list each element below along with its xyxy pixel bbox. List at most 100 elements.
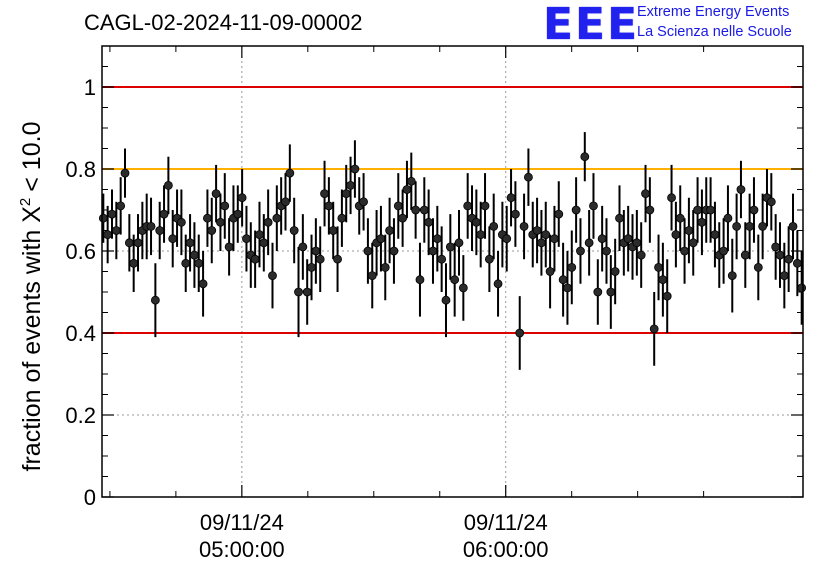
data-point (515, 328, 525, 338)
data-point (437, 254, 447, 264)
data-point (506, 193, 516, 203)
data-point (376, 234, 386, 244)
data-point (571, 205, 581, 215)
data-point (662, 291, 672, 301)
data-point (380, 262, 390, 272)
chart-title: CAGL-02-2024-11-09-00002 (84, 10, 363, 35)
data-point (740, 250, 750, 260)
data-point (554, 209, 564, 219)
data-point (367, 271, 377, 281)
data-point (792, 258, 802, 268)
data-point (567, 262, 577, 272)
data-point (727, 271, 737, 281)
data-point (190, 250, 199, 260)
data-point (415, 275, 425, 285)
data-point (103, 230, 113, 240)
data-point (606, 287, 616, 297)
data-point (107, 209, 117, 219)
data-point (333, 254, 342, 264)
data-point (98, 213, 108, 223)
data-point (129, 258, 139, 268)
data-point (667, 193, 676, 203)
data-point (211, 189, 221, 199)
data-point (185, 238, 195, 248)
data-point (458, 283, 468, 293)
data-point (120, 168, 130, 178)
data-point (307, 262, 316, 272)
data-point (393, 201, 403, 211)
data-point (242, 234, 251, 244)
x-tick-time-label: 05:00:00 (199, 537, 285, 562)
data-point (489, 221, 499, 231)
data-point (589, 201, 598, 211)
data-point (320, 189, 329, 199)
data-point (758, 221, 768, 231)
data-point (324, 201, 334, 211)
data-point (203, 213, 212, 223)
x-tick-time-label: 06:00:00 (463, 537, 549, 562)
data-point (428, 246, 438, 256)
data-point (268, 271, 277, 281)
data-point (272, 213, 282, 223)
x-tick-date-label: 09/11/24 (464, 510, 548, 535)
data-point (285, 168, 295, 178)
data-point (779, 271, 789, 281)
data-point (198, 279, 208, 289)
data-point (419, 205, 429, 215)
data-point (159, 209, 169, 219)
data-point (584, 238, 594, 248)
data-point (294, 287, 303, 297)
data-point (602, 246, 611, 256)
data-point (749, 205, 759, 215)
y-tick-label: 0.8 (65, 157, 96, 182)
data-point (406, 176, 416, 186)
data-point (255, 230, 264, 240)
y-tick-label: 0.2 (65, 403, 96, 428)
data-point (775, 250, 785, 260)
data-point (389, 246, 399, 256)
data-point (411, 205, 421, 215)
data-point (350, 164, 360, 174)
data-point (710, 230, 720, 240)
data-point (593, 287, 603, 297)
data-point (550, 234, 559, 244)
data-point (133, 238, 143, 248)
data-point (484, 254, 494, 264)
data-point (697, 217, 707, 227)
data-point (176, 217, 186, 227)
data-point (450, 275, 460, 285)
data-point (402, 185, 412, 194)
data-point (537, 238, 546, 248)
data-point (385, 226, 395, 235)
data-point (116, 201, 126, 211)
data-point (615, 213, 624, 223)
y-tick-label: 1 (84, 75, 96, 100)
data-point (311, 246, 321, 256)
y-axis-label: fraction of events with X2 < 10.0 (17, 122, 46, 472)
data-point (649, 324, 659, 334)
x-tick-date-label: 09/11/24 (200, 510, 284, 535)
data-point (510, 209, 520, 219)
data-point (797, 283, 807, 293)
data-point (224, 242, 234, 252)
data-point (732, 221, 742, 231)
data-point (563, 283, 572, 293)
data-point (610, 267, 620, 276)
grid-lines (102, 46, 803, 497)
data-point (150, 295, 160, 305)
y-tick-label: 0.4 (65, 321, 96, 346)
data-point (363, 246, 373, 256)
y-tick-label: 0.6 (65, 239, 96, 264)
data-point (723, 213, 733, 223)
data-point (476, 230, 486, 240)
data-point (346, 180, 355, 190)
data-point (654, 262, 663, 272)
data-point (263, 217, 273, 227)
data-point (471, 217, 481, 227)
data-points (98, 132, 807, 370)
tick-labels: 00.20.40.60.8109/11/2405:00:0009/11/2406… (65, 75, 548, 562)
data-point (237, 193, 247, 203)
data-point (688, 238, 698, 248)
data-point (558, 275, 568, 285)
data-point (454, 238, 464, 248)
